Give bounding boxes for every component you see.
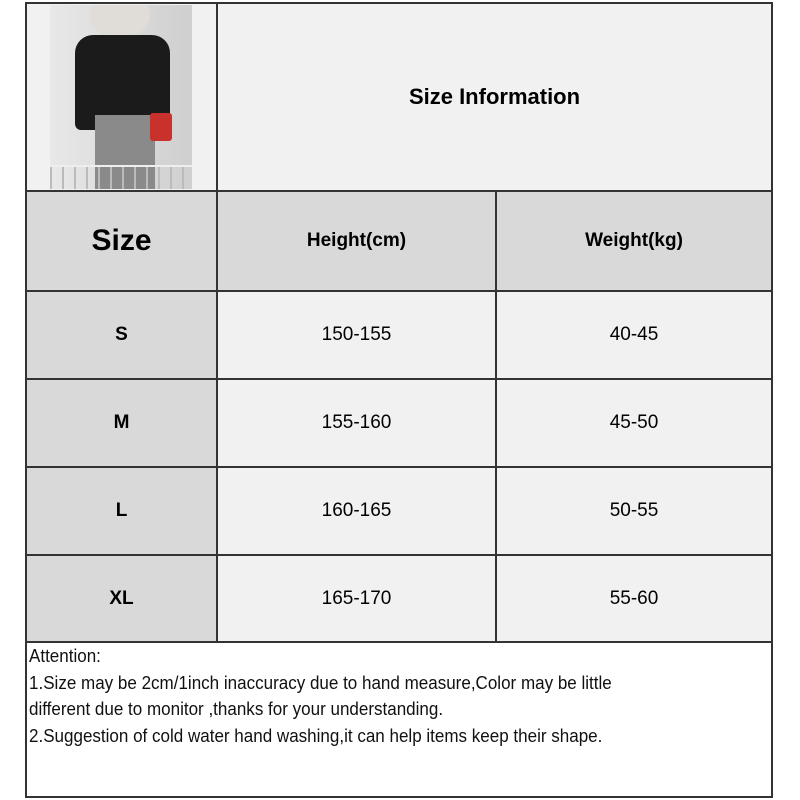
note-1-cont: different due to monitor ,thanks for you… <box>29 698 444 719</box>
row-divider <box>27 466 771 468</box>
size-header: Size <box>27 192 216 290</box>
product-photo <box>50 5 192 189</box>
row-divider <box>27 554 771 556</box>
attention-notes: Attention: 1.Size may be 2cm/1inch inacc… <box>29 643 765 749</box>
size-cell: L <box>27 468 216 554</box>
height-cell: 155-160 <box>218 380 495 466</box>
notes-heading: Attention: <box>29 645 101 666</box>
height-cell: 150-155 <box>218 292 495 378</box>
height-cell: 160-165 <box>218 468 495 554</box>
row-divider <box>27 641 771 643</box>
row-divider <box>27 290 771 292</box>
weight-cell: 50-55 <box>497 468 771 554</box>
size-cell: M <box>27 380 216 466</box>
height-cell: 165-170 <box>218 556 495 642</box>
product-photo-cell <box>27 4 216 190</box>
weight-cell: 55-60 <box>497 556 771 642</box>
row-divider <box>27 190 771 192</box>
size-cell: XL <box>27 556 216 642</box>
column-divider <box>495 190 497 641</box>
weight-header: Weight(kg) <box>497 192 771 290</box>
row-divider <box>27 378 771 380</box>
note-1: 1.Size may be 2cm/1inch inaccuracy due t… <box>29 671 612 693</box>
note-2: 2.Suggestion of cold water hand washing,… <box>29 724 603 746</box>
weight-cell: 40-45 <box>497 292 771 378</box>
size-chart-table: Size Information Size Height(cm) Weight(… <box>25 2 773 798</box>
height-header: Height(cm) <box>218 192 495 290</box>
size-cell: S <box>27 292 216 378</box>
column-divider <box>216 4 218 641</box>
weight-cell: 45-50 <box>497 380 771 466</box>
page-title: Size Information <box>218 4 771 190</box>
